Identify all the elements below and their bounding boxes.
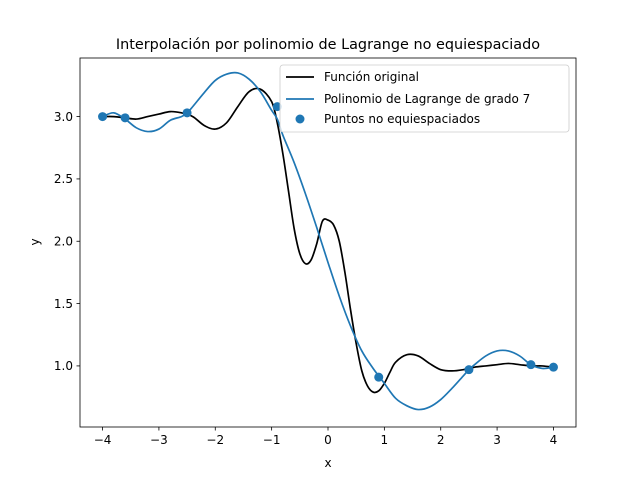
x-tick-label: −3 <box>150 433 168 447</box>
x-axis: −4 −3 −2 −1 0 1 2 3 4 <box>94 427 558 447</box>
series-line-1 <box>101 71 555 411</box>
scatter-point <box>272 102 282 112</box>
scatter-layer <box>98 102 558 382</box>
y-axis-label: y <box>28 238 42 245</box>
y-axis: 1.0 1.5 2.0 2.5 3.0 <box>54 110 80 373</box>
y-tick-label: 1.0 <box>54 359 73 373</box>
scatter-point <box>182 108 192 118</box>
legend-label-original: Función original <box>324 70 419 84</box>
scatter-point <box>526 360 536 370</box>
x-tick-label: 0 <box>324 433 332 447</box>
legend-label-points: Puntos no equiespaciados <box>324 112 480 126</box>
y-tick-label: 2.0 <box>54 235 73 249</box>
legend-label-polynomial: Polinomio de Lagrange de grado 7 <box>324 92 530 106</box>
x-tick-label: 4 <box>550 433 558 447</box>
series-line-0 <box>101 87 555 394</box>
x-axis-label: x <box>324 456 331 470</box>
legend-swatch-points <box>295 114 305 124</box>
x-tick-label: −2 <box>206 433 224 447</box>
y-tick-label: 3.0 <box>54 110 73 124</box>
scatter-point <box>374 372 384 382</box>
chart-title: Interpolación por polinomio de Lagrange … <box>116 37 540 53</box>
y-tick-label: 2.5 <box>54 172 73 186</box>
legend-box <box>279 64 570 133</box>
scatter-point <box>120 113 130 123</box>
scatter-point <box>98 112 108 122</box>
scatter-point <box>548 362 558 372</box>
series-layer <box>101 71 555 411</box>
x-tick-label: 2 <box>437 433 445 447</box>
legend: Función original Polinomio de Lagrange d… <box>279 64 570 133</box>
x-tick-label: −4 <box>94 433 112 447</box>
x-tick-label: −1 <box>263 433 281 447</box>
y-tick-label: 1.5 <box>54 297 73 311</box>
x-tick-label: 1 <box>381 433 389 447</box>
scatter-point <box>464 365 474 375</box>
x-tick-label: 3 <box>493 433 501 447</box>
